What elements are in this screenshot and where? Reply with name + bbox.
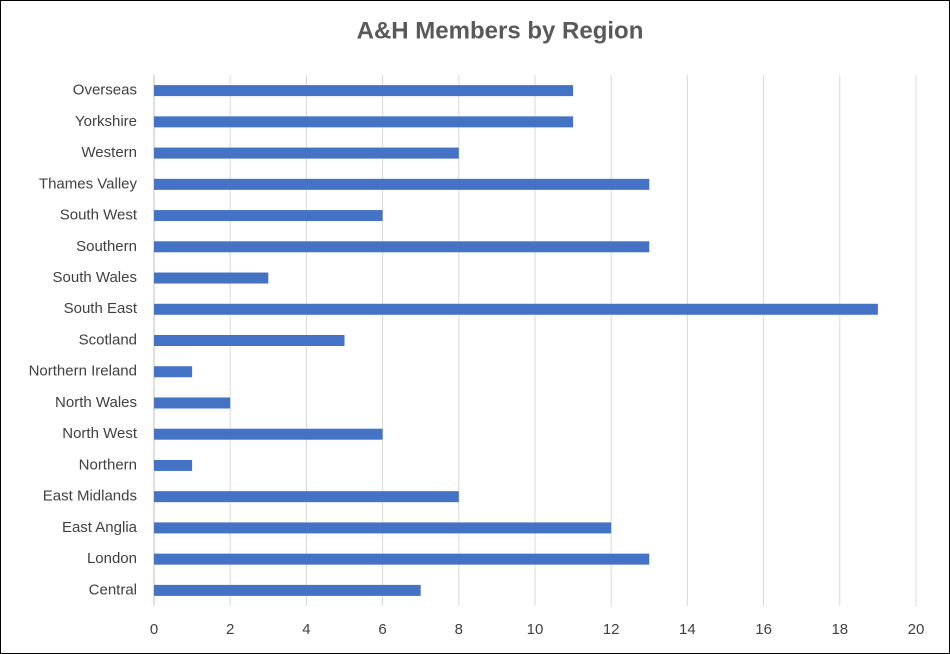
bar bbox=[154, 584, 421, 596]
bar bbox=[154, 459, 193, 471]
y-tick-label: South Wales bbox=[53, 269, 138, 286]
x-tick-label: 16 bbox=[755, 621, 772, 638]
x-tick-label: 14 bbox=[679, 621, 696, 638]
y-tick-label: Northern bbox=[79, 456, 137, 473]
y-tick-label: Northern Ireland bbox=[29, 363, 137, 380]
y-tick-label: Western bbox=[81, 144, 137, 161]
y-tick-label: East Anglia bbox=[62, 519, 138, 536]
y-tick-label: North Wales bbox=[55, 394, 137, 411]
bar bbox=[154, 428, 383, 440]
y-tick-label: East Midlands bbox=[43, 488, 137, 505]
x-tick-label: 4 bbox=[302, 621, 310, 638]
bar bbox=[154, 335, 345, 346]
x-tick-label: 18 bbox=[831, 621, 848, 638]
x-tick-label: 12 bbox=[603, 621, 620, 638]
x-tick-label: 0 bbox=[150, 621, 158, 638]
bar bbox=[154, 522, 612, 534]
bar bbox=[154, 272, 269, 284]
bar bbox=[154, 241, 650, 253]
bar bbox=[154, 85, 574, 97]
x-tick-label: 2 bbox=[226, 621, 234, 638]
y-tick-label: Scotland bbox=[79, 331, 137, 348]
bar bbox=[154, 491, 459, 503]
y-tick-label: Yorkshire bbox=[75, 113, 137, 130]
bar bbox=[154, 178, 650, 190]
y-tick-label: Southern bbox=[76, 238, 137, 255]
x-tick-label: 8 bbox=[455, 621, 463, 638]
x-tick-label: 10 bbox=[527, 621, 544, 638]
y-tick-label: South West bbox=[60, 207, 138, 224]
x-tick-label: 6 bbox=[378, 621, 386, 638]
bar bbox=[154, 116, 574, 128]
y-tick-label: Thames Valley bbox=[39, 175, 138, 192]
y-tick-label: London bbox=[87, 550, 137, 567]
bar bbox=[154, 303, 878, 315]
bar bbox=[154, 397, 231, 409]
y-tick-label: Overseas bbox=[73, 82, 137, 99]
bar bbox=[154, 147, 459, 159]
chart-title: A&H Members by Region bbox=[357, 17, 644, 44]
y-tick-label: South East bbox=[64, 300, 138, 317]
bar bbox=[154, 553, 650, 565]
y-tick-label: Central bbox=[89, 581, 137, 598]
bar bbox=[154, 366, 193, 378]
x-tick-label: 20 bbox=[908, 621, 925, 638]
bar bbox=[154, 210, 383, 222]
y-tick-label: North West bbox=[62, 425, 138, 442]
